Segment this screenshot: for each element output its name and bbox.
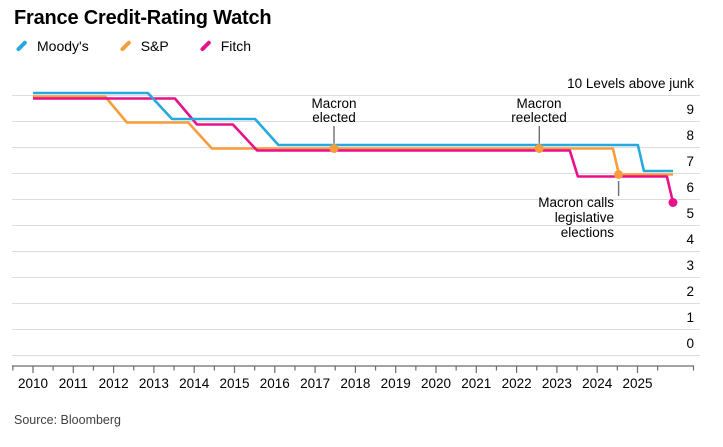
x-tick-label: 2012 [99, 376, 129, 391]
x-tick-label: 2020 [421, 376, 451, 391]
x-tick-label: 2019 [381, 376, 411, 391]
moodys-line [33, 91, 673, 173]
gridlines [12, 95, 700, 356]
y-tick-label: 5 [686, 206, 694, 221]
legend: Moody's S&P Fitch [15, 38, 251, 54]
x-axis-ticks [12, 366, 695, 373]
x-tick-label: 2021 [461, 376, 491, 391]
x-axis-labels: 2010 2011 2012 2013 2014 2015 2016 2017 … [18, 376, 653, 391]
event-dot [534, 144, 544, 153]
x-tick-label: 2014 [179, 376, 210, 391]
legend-item-fitch: Fitch [199, 38, 251, 54]
y-tick-label: 8 [686, 128, 694, 143]
x-tick-label: 2011 [59, 376, 88, 391]
legend-label-fitch: Fitch [220, 38, 252, 54]
y-tick-label: 3 [686, 258, 694, 273]
annotation-text: reelected [511, 110, 567, 125]
y-tick-label: 1 [686, 310, 694, 325]
annotation-text: legislative [555, 210, 614, 225]
x-tick-label: 2016 [260, 376, 290, 391]
y-tick-label: 9 [686, 102, 694, 117]
x-tick-label: 2024 [582, 376, 613, 391]
y-tick-label: 0 [686, 336, 694, 351]
fitch-latest-dot [668, 198, 678, 207]
y-axis-unit-label: 10 Levels above junk [567, 76, 694, 91]
y-tick-label: 4 [686, 232, 694, 247]
legend-label-sp: S&P [140, 38, 169, 54]
y-tick-label: 7 [686, 154, 694, 169]
x-tick-label: 2025 [622, 376, 652, 391]
annotation-text: Macron calls [538, 195, 614, 210]
annotation-macron-elected: Macron elected [311, 96, 356, 125]
annotation-text: elected [312, 110, 356, 125]
event-dots [329, 144, 624, 179]
x-tick-label: 2017 [300, 376, 330, 391]
y-tick-label: 2 [686, 284, 694, 299]
annotation-macron-reelected: Macron reelected [511, 96, 567, 125]
event-dot [614, 170, 624, 179]
page-title: France Credit-Rating Watch [14, 7, 272, 29]
annotation-text: elections [561, 225, 615, 240]
annotation-text: Macron [516, 96, 561, 111]
legend-item-moodys: Moody's [15, 38, 89, 54]
legend-item-sp: S&P [119, 38, 169, 54]
y-tick-label: 6 [686, 180, 694, 195]
x-tick-label: 2023 [542, 376, 572, 391]
x-tick-label: 2015 [219, 376, 249, 391]
y-axis-labels: 9 8 7 6 5 4 3 2 1 0 [686, 102, 694, 351]
x-tick-label: 2010 [18, 376, 48, 391]
annotation-legislative-elections: Macron calls legislative elections [538, 195, 614, 240]
annotation-text: Macron [311, 96, 356, 111]
source-note: Source: Bloomberg [14, 413, 122, 427]
x-tick-label: 2018 [340, 376, 370, 391]
legend-label-moodys: Moody's [37, 38, 89, 54]
fitch-line [33, 97, 675, 203]
x-tick-label: 2022 [502, 376, 532, 391]
event-dot [329, 144, 339, 153]
x-tick-label: 2013 [139, 376, 169, 391]
